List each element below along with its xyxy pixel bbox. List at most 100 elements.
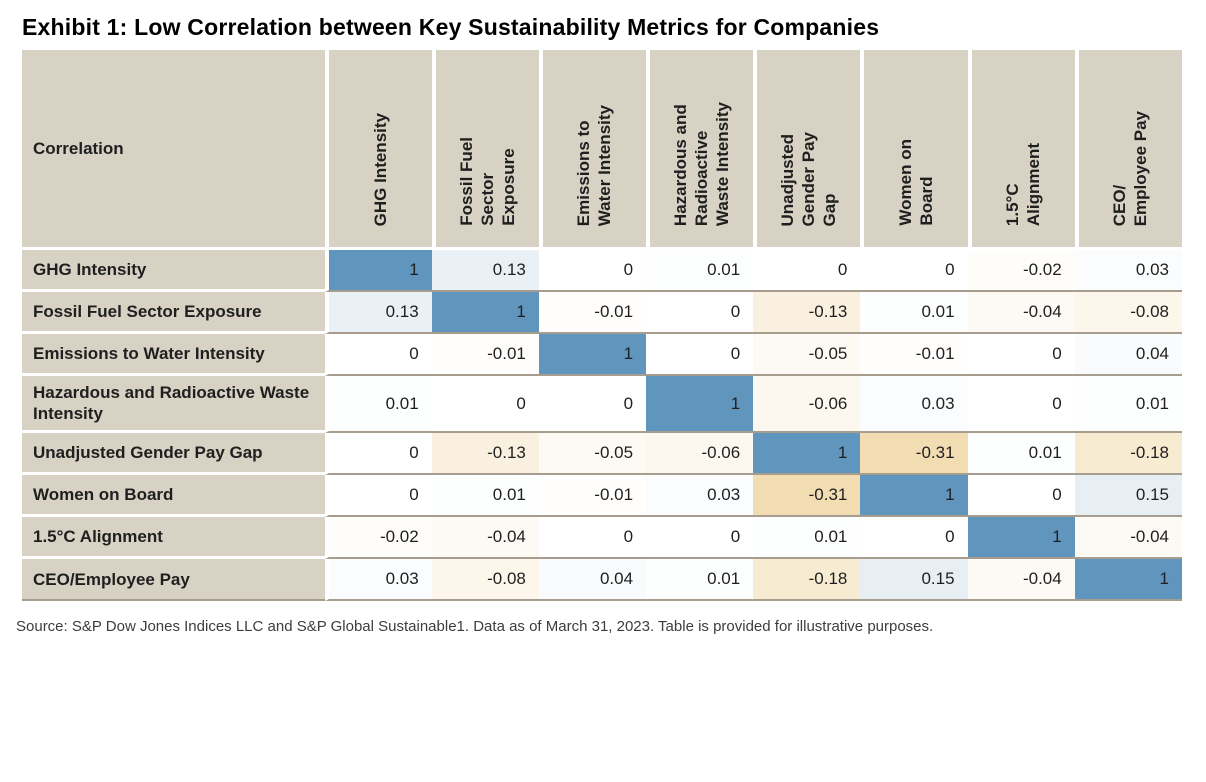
correlation-cell: 0.13 [324, 292, 432, 334]
row-header: GHG Intensity [22, 250, 325, 292]
table-row: CEO/Employee Pay 0.03 -0.08 0.04 0.01 -0.18 0.… [22, 559, 1182, 601]
column-header: Women on Board [860, 50, 968, 250]
correlation-cell: 0.01 [431, 475, 539, 517]
correlation-cell: 0.03 [646, 475, 754, 517]
correlation-cell: 0 [646, 334, 754, 376]
column-header: Fossil Fuel Sector Exposure [431, 50, 539, 250]
row-header: Women on Board [22, 475, 325, 517]
table-row: GHG Intensity 1 0.13 0 0.01 0 0 -0.02 0.03 [22, 250, 1182, 292]
correlation-cell: 0.01 [646, 250, 754, 292]
correlation-cell: 0 [324, 433, 432, 475]
column-header: Unadjusted Gender Pay Gap [753, 50, 861, 250]
correlation-cell: 0 [431, 376, 539, 433]
correlation-cell: 1 [324, 250, 432, 292]
exhibit-title: Exhibit 1: Low Correlation between Key S… [22, 14, 880, 40]
correlation-cell: 0 [967, 334, 1075, 376]
header-row: Correlation GHG Intensity Fossil Fuel Sec… [22, 50, 1182, 250]
correlation-cell: 0.03 [860, 376, 968, 433]
correlation-cell: 0 [324, 475, 432, 517]
correlation-cell: 0.01 [646, 559, 754, 601]
table-header: Correlation GHG Intensity Fossil Fuel Sec… [22, 50, 1182, 250]
correlation-cell: 1 [538, 334, 647, 376]
row-header: CEO/Employee Pay [22, 559, 325, 601]
table-row: Hazardous and Radioactive Waste Intensit… [22, 376, 1182, 433]
correlation-cell: -0.06 [646, 433, 754, 475]
correlation-cell: 0.01 [753, 517, 861, 559]
correlation-cell: 0 [967, 376, 1075, 433]
correlation-cell: -0.04 [1074, 517, 1182, 559]
correlation-cell: -0.31 [753, 475, 861, 517]
correlation-cell: -0.18 [1074, 433, 1182, 475]
correlation-cell: -0.18 [753, 559, 861, 601]
column-header-label: Unadjusted Gender Pay Gap [778, 131, 840, 227]
correlation-cell: 1 [860, 475, 968, 517]
correlation-cell: 0.03 [324, 559, 432, 601]
table-row: Unadjusted Gender Pay Gap 0 -0.13 -0.05 -0.0… [22, 433, 1182, 475]
column-header: Emissions to Water Intensity [538, 50, 647, 250]
correlation-cell: 0 [860, 517, 968, 559]
row-header: Hazardous and Radioactive Waste Intensit… [22, 376, 325, 433]
correlation-cell: 0.15 [1074, 475, 1182, 517]
correlation-cell: 0.15 [860, 559, 968, 601]
column-header: CEO/ Employee Pay [1074, 50, 1182, 250]
column-header: 1.5°C Alignment [967, 50, 1075, 250]
correlation-cell: -0.05 [753, 334, 861, 376]
table-row: Women on Board 0 0.01 -0.01 0.03 -0.31 1 0 0.15 [22, 475, 1182, 517]
column-header-label: Emissions to Water Intensity [574, 104, 615, 226]
correlation-cell: 0 [860, 250, 968, 292]
correlation-cell: 0 [538, 250, 647, 292]
column-header-label: Women on Board [895, 139, 936, 226]
correlation-cell: 0 [753, 250, 861, 292]
correlation-cell: -0.04 [431, 517, 539, 559]
column-header-label: Hazardous and Radioactive Waste Intensit… [671, 101, 733, 226]
correlation-cell: -0.04 [967, 559, 1075, 601]
correlation-cell: 0.04 [1074, 334, 1182, 376]
correlation-cell: -0.13 [431, 433, 539, 475]
correlation-cell: 0.13 [431, 250, 539, 292]
column-header-label: 1.5°C Alignment [1003, 142, 1044, 226]
row-header: Unadjusted Gender Pay Gap [22, 433, 325, 475]
correlation-cell: 0 [538, 517, 647, 559]
correlation-cell: 0.01 [860, 292, 968, 334]
correlation-cell: -0.08 [431, 559, 539, 601]
row-header: Fossil Fuel Sector Exposure [22, 292, 325, 334]
correlation-cell: 1 [1074, 559, 1182, 601]
correlation-cell: -0.01 [860, 334, 968, 376]
correlation-cell: 1 [646, 376, 754, 433]
source-note: Source: S&P Dow Jones Indices LLC and S&… [16, 618, 934, 635]
correlation-cell: 1 [967, 517, 1075, 559]
column-header: Hazardous and Radioactive Waste Intensit… [646, 50, 754, 250]
correlation-cell: 0.01 [967, 433, 1075, 475]
correlation-cell: 0.01 [324, 376, 432, 433]
table-row: Fossil Fuel Sector Exposure 0.13 1 -0.01 0 -0… [22, 292, 1182, 334]
exhibit-page: Exhibit 1: Low Correlation between Key S… [16, 14, 1182, 635]
column-header-label: GHG Intensity [370, 112, 390, 226]
correlation-cell: 1 [431, 292, 539, 334]
table-row: Emissions to Water Intensity 0 -0.01 1 0 -0.0… [22, 334, 1182, 376]
correlation-cell: -0.01 [538, 292, 647, 334]
correlation-cell: 0 [646, 517, 754, 559]
correlation-cell: 0 [967, 475, 1075, 517]
correlation-cell: -0.01 [538, 475, 647, 517]
correlation-cell: 0.04 [538, 559, 647, 601]
correlation-cell: -0.02 [967, 250, 1075, 292]
row-header: Emissions to Water Intensity [22, 334, 325, 376]
column-header: GHG Intensity [324, 50, 432, 250]
correlation-cell: -0.06 [753, 376, 861, 433]
correlation-cell: -0.05 [538, 433, 647, 475]
correlation-table: Correlation GHG Intensity Fossil Fuel Sec… [22, 50, 1182, 601]
correlation-cell: -0.13 [753, 292, 861, 334]
correlation-cell: 0.01 [1074, 376, 1182, 433]
correlation-cell: -0.04 [967, 292, 1075, 334]
column-header-label: CEO/ Employee Pay [1110, 110, 1151, 226]
correlation-cell: 0 [538, 376, 647, 433]
correlation-cell: -0.08 [1074, 292, 1182, 334]
table-row: 1.5°C Alignment -0.02 -0.04 0 0 0.01 0 1 -0.04 [22, 517, 1182, 559]
row-header: 1.5°C Alignment [22, 517, 325, 559]
correlation-cell: -0.02 [324, 517, 432, 559]
corner-header: Correlation [22, 50, 325, 250]
correlation-cell: -0.31 [860, 433, 968, 475]
correlation-cell: 0 [324, 334, 432, 376]
correlation-cell: 0.03 [1074, 250, 1182, 292]
correlation-cell: 0 [646, 292, 754, 334]
